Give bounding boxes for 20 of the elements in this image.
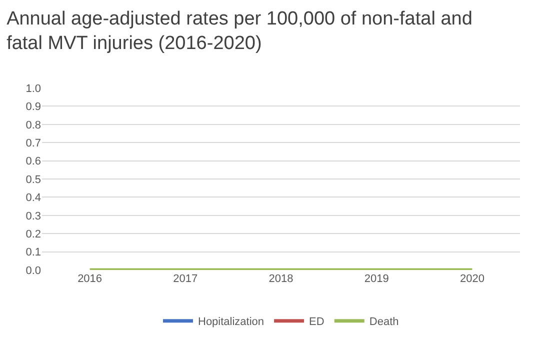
y-tick-label: 0.5 <box>26 174 41 186</box>
x-tick-label: 2019 <box>364 273 389 285</box>
y-tick-label: 1.0 <box>26 82 41 95</box>
y-tick-label: 0.1 <box>26 246 41 259</box>
y-tick-label: 0.3 <box>26 210 41 222</box>
x-tick-label: 2018 <box>268 273 294 285</box>
chart-title: Annual age-adjusted rates per 100,000 of non-fatal and fatal MVT injuries (2016-2020) <box>6 8 472 54</box>
x-tick-label: 2016 <box>78 273 102 285</box>
y-tick-label: 0.4 <box>26 192 41 204</box>
x-tick-label: 2020 <box>460 273 484 285</box>
y-tick-label: 0.7 <box>26 137 41 150</box>
y-tick-label: 0.2 <box>26 228 41 240</box>
legend-label: Death <box>369 316 399 328</box>
y-tick-label: 0.9 <box>26 101 41 114</box>
y-tick-label: 0.0 <box>26 264 41 277</box>
legend-label: ED <box>309 316 324 328</box>
y-tick-label: 0.8 <box>26 119 41 132</box>
y-tick-label: 0.6 <box>26 156 41 168</box>
x-tick-label: 2017 <box>173 273 198 285</box>
legend-label: Hopitalization <box>198 316 264 328</box>
